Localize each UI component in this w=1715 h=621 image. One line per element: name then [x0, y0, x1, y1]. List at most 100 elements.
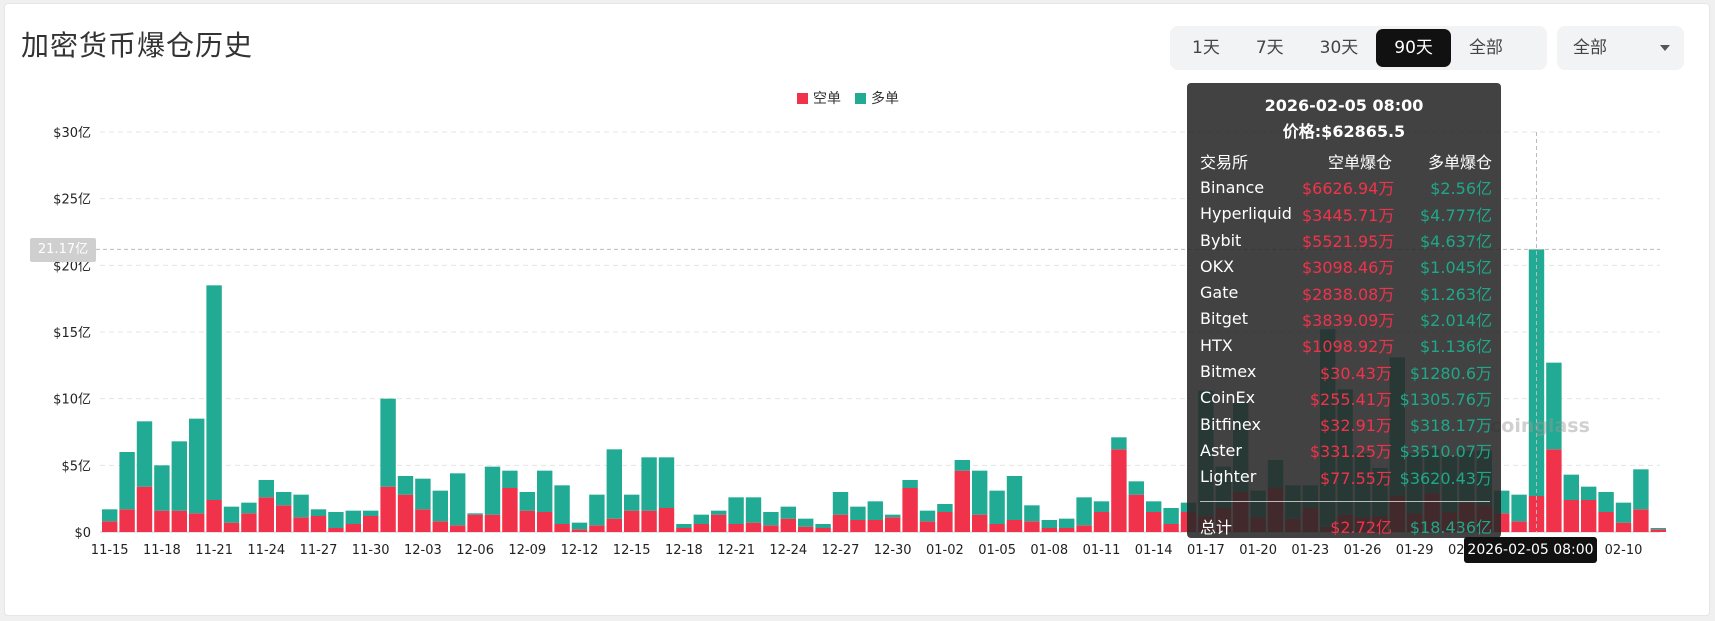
range-button-30d[interactable]: 30天	[1319, 38, 1359, 58]
x-tick-label: 01-02	[926, 543, 964, 558]
bar-short	[815, 528, 831, 532]
tooltip-long: $2.56亿	[1430, 179, 1492, 199]
bar-long	[415, 478, 431, 510]
bar-long	[328, 512, 344, 528]
bar-short	[780, 518, 796, 532]
legend-label-short: 空单	[813, 91, 841, 107]
tooltip-row: CoinEx $255.41万 $1305.76万	[1200, 385, 1492, 411]
x-tick-label: 11-30	[352, 543, 390, 558]
exchange-select[interactable]: 全部	[1557, 26, 1684, 70]
bar-long	[658, 457, 675, 508]
bar-short	[1059, 528, 1075, 532]
bar-long	[102, 509, 118, 522]
y-tick-label: $20亿	[53, 259, 91, 274]
bar-short	[1128, 494, 1144, 532]
tooltip-row: Lighter $77.55万 $3620.43万	[1200, 464, 1492, 490]
bar-long	[1024, 505, 1040, 522]
tooltip-short: $77.55万	[1320, 468, 1392, 488]
bar-long	[293, 494, 309, 518]
x-tick-label: 12-24	[769, 543, 807, 558]
bar-short	[798, 526, 814, 532]
range-button-all[interactable]: 全部	[1468, 38, 1503, 58]
bar-short	[171, 510, 187, 532]
y-tick-label: $25亿	[53, 193, 91, 208]
x-tick-label: 01-20	[1239, 543, 1277, 558]
bar-long	[1076, 497, 1092, 526]
bar-short	[345, 524, 361, 532]
bar-short	[189, 513, 205, 532]
bar-long	[484, 466, 501, 515]
x-tick-label: 11-18	[143, 543, 181, 558]
x-tick-label: 12-03	[404, 543, 442, 558]
range-button-1d[interactable]: 1天	[1192, 38, 1220, 58]
tooltip-exchange: CoinEx	[1200, 388, 1256, 408]
bar-long	[1111, 437, 1127, 450]
tooltip-exchange: Bitmex	[1200, 362, 1257, 382]
bar-short	[119, 509, 135, 532]
bar-long	[241, 502, 257, 514]
bar-long	[954, 460, 970, 471]
bar-long	[1633, 469, 1649, 510]
bar-long	[606, 449, 622, 519]
bar-long	[728, 497, 744, 524]
bar-long	[763, 512, 779, 526]
bar-short	[763, 525, 779, 532]
x-tick-label: 12-12	[561, 543, 599, 558]
bar-long	[136, 421, 153, 487]
tooltip-long: $3620.43万	[1399, 468, 1492, 488]
legend-swatch-long	[855, 92, 866, 104]
bar-long	[919, 510, 936, 522]
bar-short	[484, 514, 501, 532]
bar-short	[745, 522, 762, 532]
tooltip-divider	[1200, 501, 1490, 502]
bar-long	[1598, 492, 1614, 512]
bar-short	[136, 486, 153, 532]
bar-short	[1111, 449, 1127, 532]
x-tick-label: 11-27	[300, 543, 338, 558]
x-tick-label: 01-11	[1083, 543, 1121, 558]
x-tick-label: 12-30	[874, 543, 912, 558]
bar-short	[258, 497, 274, 532]
tooltip-exchange: OKX	[1200, 256, 1235, 276]
bar-short	[1093, 512, 1110, 532]
bar-short	[989, 524, 1005, 532]
bar-long	[1511, 494, 1527, 522]
tooltip-total-label: 总计	[1200, 518, 1233, 538]
tooltip-short: $331.25万	[1309, 442, 1392, 462]
bar-short	[606, 518, 622, 532]
bar-short	[450, 525, 466, 532]
legend-item-short[interactable]: 空单	[797, 88, 841, 108]
legend-item-long[interactable]: 多单	[855, 88, 899, 108]
tooltip-short: $2838.08万	[1302, 284, 1395, 304]
tooltip-time: 2026-02-05 08:00	[1264, 96, 1424, 115]
bar-long	[1093, 501, 1110, 512]
bar-short	[328, 528, 344, 532]
bar-short	[206, 500, 222, 532]
bar-long	[432, 490, 448, 522]
bar-short	[1598, 512, 1614, 532]
tooltip-exchange: Lighter	[1200, 467, 1257, 487]
bar-short	[711, 514, 727, 532]
bar-long	[450, 473, 466, 526]
tooltip-long: $1.263亿	[1420, 284, 1492, 304]
bar-long	[676, 524, 692, 528]
range-button-7d[interactable]: 7天	[1255, 38, 1284, 58]
bar-short	[1163, 524, 1179, 532]
bar-long	[345, 510, 361, 524]
tooltip-row: Bitget $3839.09万 $2.014亿	[1200, 306, 1492, 332]
bar-long	[363, 510, 379, 516]
bar-short	[1024, 521, 1040, 532]
range-button-90d[interactable]: 90天	[1376, 29, 1451, 67]
bar-long	[171, 441, 187, 511]
bar-long	[693, 514, 709, 524]
bar-long	[380, 398, 396, 487]
tooltip-long: $1305.76万	[1399, 389, 1492, 409]
tooltip-row: Binance $6626.94万 $2.56亿	[1200, 174, 1492, 200]
bar-long	[832, 492, 849, 515]
bar-long	[1650, 528, 1666, 530]
tooltip-long: $4.637亿	[1420, 232, 1492, 252]
bar-long	[1041, 520, 1057, 528]
tooltip-short: $255.41万	[1309, 389, 1392, 409]
bar-short	[363, 516, 379, 532]
bar-short	[1581, 500, 1597, 532]
